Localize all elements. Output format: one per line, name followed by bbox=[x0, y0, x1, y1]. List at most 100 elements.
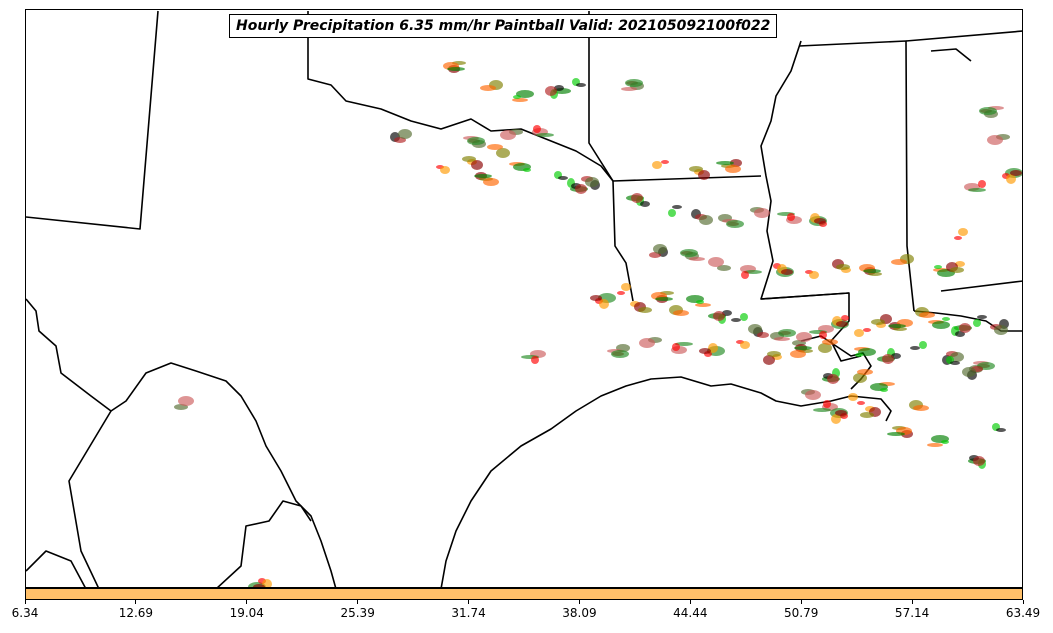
colorbar-tick-label: 6.34 bbox=[11, 606, 39, 620]
paintball-blob bbox=[979, 107, 997, 115]
paintball-blob bbox=[857, 401, 865, 405]
boundary-mexico-states-3 bbox=[216, 500, 312, 587]
paintball-blob bbox=[950, 267, 964, 273]
boundary-ar-north bbox=[612, 175, 762, 182]
boundary-tx-nm bbox=[307, 11, 614, 182]
paintball-blob bbox=[253, 584, 265, 587]
paintball-blob bbox=[652, 161, 662, 169]
paintball-blob bbox=[868, 272, 882, 276]
paintball-blob bbox=[523, 168, 531, 172]
paintball-blob bbox=[695, 303, 711, 307]
boundary-ms-east bbox=[798, 40, 915, 312]
paintball-blob bbox=[942, 317, 950, 321]
paintball-blob bbox=[994, 325, 1008, 335]
map-title: Hourly Precipitation 6.35 mm/hr Paintbal… bbox=[229, 14, 778, 38]
paintball-blob bbox=[941, 440, 949, 444]
paintball-blob bbox=[848, 393, 858, 401]
paintball-blob bbox=[590, 295, 602, 301]
paintball-blob bbox=[787, 213, 795, 221]
paintball-blob bbox=[748, 324, 762, 334]
paintball-blob bbox=[959, 323, 971, 333]
paintball-blob bbox=[863, 269, 881, 273]
paintball-blob bbox=[713, 311, 725, 321]
boundary-al-east bbox=[905, 30, 1022, 42]
paintball-blob bbox=[440, 166, 450, 174]
paintball-blob bbox=[855, 353, 863, 357]
paintball-blob bbox=[858, 348, 876, 356]
paintball-blob bbox=[545, 86, 557, 96]
paintball-blob bbox=[790, 350, 806, 358]
paintball-blob bbox=[621, 283, 631, 291]
colorbar-tick-mark bbox=[1022, 600, 1024, 604]
paintball-blob bbox=[978, 180, 986, 188]
paintball-blob bbox=[854, 329, 864, 337]
boundary-nm-west bbox=[26, 10, 159, 230]
paintball-blob bbox=[462, 156, 476, 162]
paintball-blob bbox=[531, 356, 539, 364]
paintball-blob bbox=[954, 236, 962, 240]
paintball-blob bbox=[973, 319, 981, 327]
paintball-blob bbox=[740, 341, 750, 349]
paintball-blob bbox=[853, 373, 867, 383]
paintball-blob bbox=[725, 165, 741, 173]
colorbar-tick-mark bbox=[357, 600, 359, 604]
colorbar-tick-mark bbox=[578, 600, 580, 604]
paintball-blob bbox=[880, 388, 888, 392]
paintball-blob bbox=[819, 331, 827, 339]
paintball-blob bbox=[1010, 170, 1022, 176]
paintball-blob bbox=[962, 367, 976, 377]
paintball-blob bbox=[668, 209, 676, 217]
boundary-la-south bbox=[760, 292, 862, 362]
paintball-blob bbox=[533, 125, 541, 133]
state-boundaries bbox=[26, 10, 1022, 587]
paintball-blob bbox=[932, 321, 950, 329]
paintball-blob bbox=[778, 329, 796, 337]
colorbar-tick-mark bbox=[135, 600, 137, 604]
paintball-blob bbox=[973, 456, 985, 466]
paintball-blob bbox=[599, 299, 609, 309]
paintball-blob bbox=[516, 90, 534, 98]
paintball-blob bbox=[708, 257, 724, 267]
precipitation-paintball bbox=[174, 61, 1022, 587]
colorbar-tick-mark bbox=[246, 600, 248, 604]
paintball-blob bbox=[763, 355, 775, 365]
paintball-blob bbox=[754, 208, 770, 218]
paintball-blob bbox=[178, 396, 194, 406]
paintball-blob bbox=[836, 321, 848, 327]
colorbar-tick-label: 12.69 bbox=[118, 606, 154, 620]
paintball-blob bbox=[731, 318, 741, 322]
paintball-blob bbox=[968, 188, 986, 192]
boundary-mexico-states bbox=[68, 410, 112, 587]
paintball-blob bbox=[958, 228, 968, 236]
colorbar-tick-mark bbox=[911, 600, 913, 604]
boundary-ga bbox=[940, 280, 1022, 292]
paintball-blob bbox=[585, 177, 599, 187]
paintball-blob bbox=[512, 98, 528, 102]
paintball-blob bbox=[882, 354, 894, 364]
colorbar-tick-mark bbox=[468, 600, 470, 604]
paintball-blob bbox=[717, 265, 731, 271]
paintball-blob bbox=[818, 343, 832, 353]
paintball-blob bbox=[675, 342, 693, 346]
colorbar-tick-label: 38.09 bbox=[562, 606, 597, 620]
paintball-blob bbox=[696, 300, 704, 304]
paintball-blob bbox=[827, 374, 839, 384]
boundary-ok-ar bbox=[588, 11, 634, 302]
paintball-blob bbox=[913, 405, 929, 411]
paintball-blob bbox=[480, 85, 496, 91]
paintball-blob bbox=[757, 332, 769, 338]
paintball-blob bbox=[871, 319, 885, 325]
paintball-blob bbox=[996, 428, 1006, 432]
paintball-blob bbox=[575, 184, 587, 194]
paintball-blob bbox=[927, 443, 943, 447]
paintball-blob bbox=[639, 338, 655, 348]
paintball-blob bbox=[910, 346, 920, 350]
paintball-blob bbox=[536, 133, 554, 137]
paintball-blob bbox=[262, 579, 272, 587]
paintball-blob bbox=[813, 408, 831, 412]
paintball-blob bbox=[447, 67, 465, 71]
paintball-blob bbox=[805, 390, 821, 400]
paintball-blob bbox=[857, 369, 873, 375]
paintball-blob bbox=[655, 297, 673, 301]
paintball-blob bbox=[576, 83, 586, 87]
